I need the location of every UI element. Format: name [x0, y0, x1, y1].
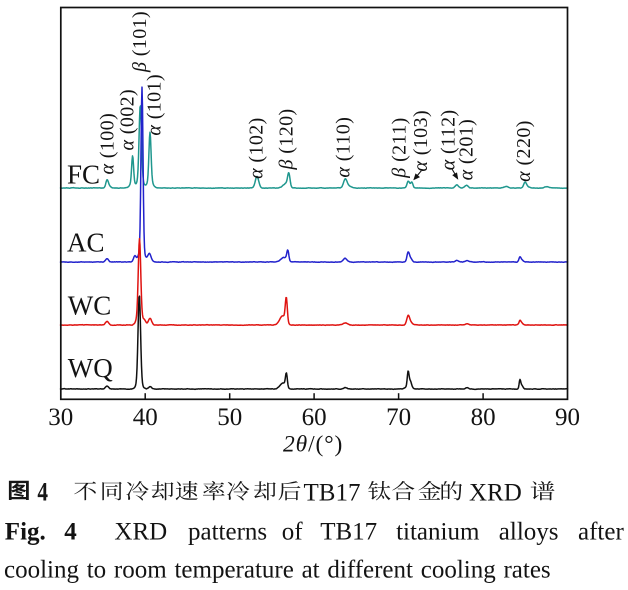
svg-text:30: 30 — [48, 404, 73, 431]
svg-text:70: 70 — [386, 404, 411, 431]
svg-text:50: 50 — [217, 404, 242, 431]
svg-text:alloys: alloys — [499, 519, 559, 546]
svg-text:α (201): α (201) — [456, 119, 478, 181]
svg-text:α (102): α (102) — [245, 117, 267, 179]
svg-text:of: of — [282, 519, 304, 546]
svg-text:AC: AC — [67, 227, 105, 257]
svg-text:patterns: patterns — [188, 519, 267, 546]
svg-text:β (211): β (211) — [389, 117, 411, 178]
svg-text:titanium: titanium — [396, 519, 480, 546]
svg-text:cooling to room temperature at: cooling to room temperature at different… — [4, 556, 551, 583]
svg-text:60: 60 — [302, 404, 327, 431]
svg-text:α (220): α (220) — [513, 120, 535, 182]
svg-text:TB17: TB17 — [320, 519, 377, 546]
svg-text:40: 40 — [133, 404, 158, 431]
svg-text:XRD: XRD — [114, 519, 167, 546]
svg-text:4: 4 — [64, 519, 77, 546]
svg-text:α (103): α (103) — [410, 110, 432, 172]
svg-text:α (110): α (110) — [333, 117, 355, 178]
svg-text:WQ: WQ — [68, 353, 113, 383]
svg-text:after: after — [578, 519, 624, 546]
svg-text:α (101): α (101) — [144, 74, 166, 136]
svg-text:WC: WC — [68, 290, 112, 320]
svg-text:α (002): α (002) — [116, 89, 138, 151]
svg-text:β (120): β (120) — [276, 108, 298, 170]
svg-text:TB17: TB17 — [304, 480, 361, 507]
svg-text:2θ/(°): 2θ/(°) — [283, 431, 343, 457]
svg-text:α (100): α (100) — [96, 113, 118, 175]
svg-text:β (101): β (101) — [129, 11, 151, 73]
svg-text:90: 90 — [555, 404, 580, 431]
svg-text:XRD: XRD — [469, 480, 522, 507]
svg-text:Fig.: Fig. — [5, 519, 46, 546]
svg-text:FC: FC — [67, 160, 100, 190]
svg-text:80: 80 — [471, 404, 496, 431]
svg-text:α (112): α (112) — [437, 109, 459, 170]
